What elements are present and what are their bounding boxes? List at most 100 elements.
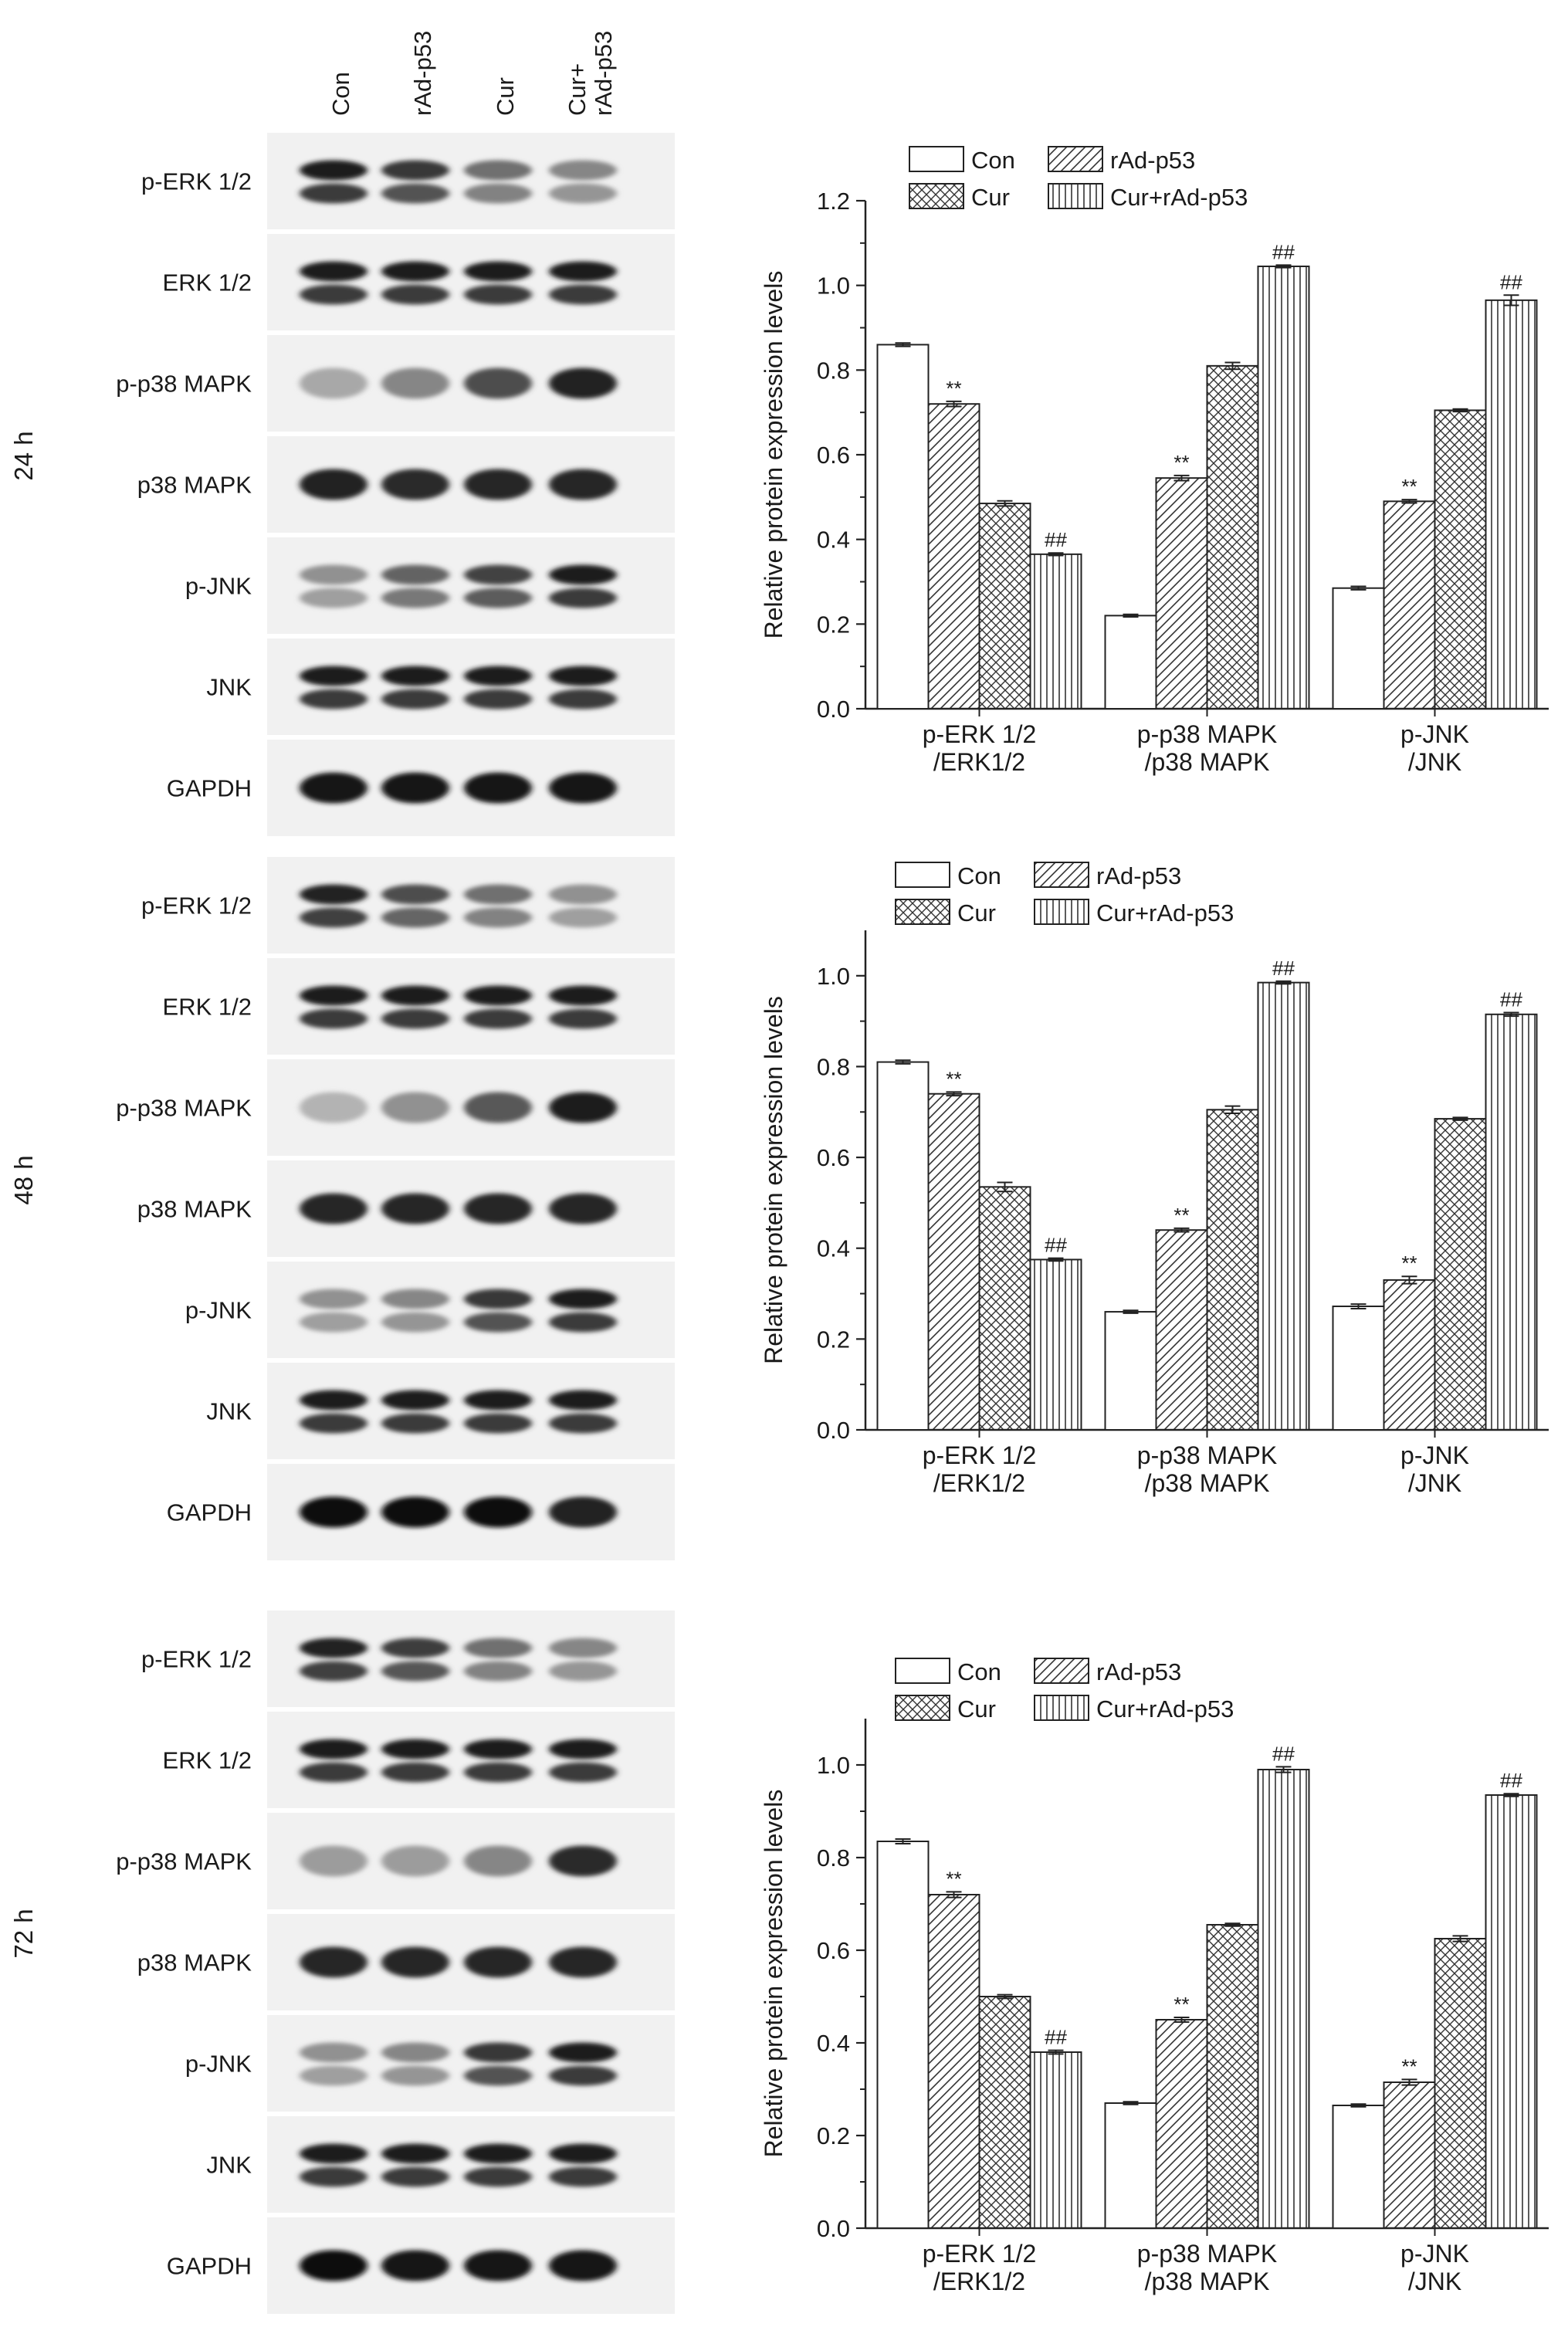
x-tick-label: p-ERK 1/2: [923, 2240, 1037, 2268]
blot-row-label: p38 MAPK: [137, 1196, 252, 1223]
lane-label-text: Cur: [492, 77, 519, 116]
y-tick-label: 0.4: [817, 1235, 850, 1262]
bar-Cur: [978, 1996, 1031, 2229]
blot-row: GAPDH: [167, 740, 675, 836]
lane-label-0: Con: [327, 72, 354, 116]
blot-band: [549, 1413, 617, 1434]
blot-band: [300, 1193, 367, 1224]
blot-band: [464, 588, 532, 608]
blot-row-label: ERK 1/2: [163, 994, 252, 1021]
blot-row: JNK: [206, 638, 675, 735]
x-tick-label: /p38 MAPK: [1145, 748, 1270, 776]
x-tick-label: p-JNK: [1400, 720, 1469, 748]
blot-row-label: JNK: [206, 2152, 252, 2179]
significance-mark: **: [1173, 1993, 1189, 2016]
blot-band: [549, 564, 617, 585]
blot-band: [464, 666, 532, 686]
bar-chart-1: 0.0 0.2 0.4 0.6 0.8 1.0 Relative protein expre…: [760, 862, 1549, 1497]
y-tick-label: 0.0: [817, 696, 850, 723]
blot-band: [549, 772, 617, 804]
blot-band: [464, 1008, 532, 1029]
bar-chart-0: 0.0 0.2 0.4 0.6 0.8 1.0 1.2 Relative protein ex…: [760, 146, 1549, 776]
lane-label-text: rAd-p53: [590, 31, 617, 116]
bar-Cur+rAd-p53: [1257, 265, 1310, 710]
legend-item-0: Con: [895, 862, 1001, 889]
y-tick-label: 1.0: [817, 963, 850, 990]
significance-mark: ##: [1272, 1742, 1295, 1765]
blot-band: [381, 2166, 449, 2187]
x-tick-label: /p38 MAPK: [1145, 2268, 1270, 2295]
legend-swatch: [895, 899, 950, 925]
blot-band: [300, 1496, 367, 1528]
legend-item-1: rAd-p53: [1034, 862, 1181, 889]
y-axis-label: Relative protein expression levels: [760, 271, 787, 639]
blot-band: [464, 2065, 532, 2086]
bar-Cur: [1206, 1924, 1259, 2229]
legend-label: Cur+rAd-p53: [1096, 899, 1234, 926]
significance-mark: **: [1401, 2054, 1417, 2078]
legend-item-0: Con: [895, 1658, 1001, 1685]
time-label: 48 h: [9, 1155, 38, 1204]
blot-band: [464, 1413, 532, 1434]
legend-swatch: [895, 1695, 950, 1721]
blot-strip: [267, 234, 675, 330]
bar-Cur: [1434, 1118, 1487, 1431]
bar-rAd-p53: [927, 1092, 980, 1431]
bar-Cur+rAd-p53: [1029, 1258, 1082, 1431]
y-tick-label: 0.8: [817, 1844, 850, 1871]
blot-row-label: p-ERK 1/2: [141, 893, 252, 920]
y-tick-label: 1.0: [817, 1752, 850, 1779]
y-tick-label: 0.0: [817, 1417, 850, 1444]
blot-band: [300, 183, 367, 204]
significance-mark: **: [1401, 475, 1417, 498]
blot-band: [549, 2065, 617, 2086]
significance-mark: **: [946, 377, 961, 400]
blot-row: p-JNK: [185, 1262, 675, 1358]
y-tick-label: 0.4: [817, 527, 850, 554]
blot-band: [464, 1661, 532, 1682]
blot-row: p-ERK 1/2: [141, 857, 675, 953]
blot-band: [300, 588, 367, 608]
blot-band: [464, 1092, 532, 1123]
blot-band: [549, 1845, 617, 1877]
legend-swatch: [1034, 862, 1089, 888]
blot-band: [464, 985, 532, 1006]
blot-band: [549, 183, 617, 204]
bar-Con: [1104, 2102, 1157, 2229]
blot-band: [381, 1638, 449, 1658]
bar-Con: [1332, 587, 1385, 710]
blot-row: ERK 1/2: [163, 1712, 675, 1808]
significance-mark: ##: [1500, 270, 1522, 293]
blot-band: [464, 2250, 532, 2281]
legend-swatch: [895, 1658, 950, 1684]
blot-band: [300, 1661, 367, 1682]
legend-label: rAd-p53: [1110, 147, 1195, 174]
blot-row: GAPDH: [167, 2217, 675, 2314]
blot-band: [300, 2065, 367, 2086]
bar-Cur: [1206, 364, 1259, 710]
legend-label: rAd-p53: [1096, 862, 1181, 889]
blot-band: [549, 1946, 617, 1978]
significance-mark: ##: [1045, 2026, 1067, 2049]
blot-row-label: p-JNK: [185, 2051, 252, 2078]
blot-row: p-ERK 1/2: [141, 1611, 675, 1707]
blot-band: [381, 1762, 449, 1783]
blot-band: [300, 368, 367, 399]
blot-strip: [267, 133, 675, 229]
legend-label: Cur: [957, 1695, 996, 1722]
blot-band: [464, 368, 532, 399]
blot-band: [381, 1390, 449, 1411]
y-tick-label: 0.6: [817, 1937, 850, 1964]
time-label: 24 h: [9, 431, 38, 480]
significance-mark: **: [1173, 1204, 1189, 1227]
legend-item-3: Cur+rAd-p53: [1048, 183, 1248, 211]
y-tick-label: 0.0: [817, 2215, 850, 2242]
bar-Cur+rAd-p53: [1029, 2051, 1082, 2229]
blot-band: [300, 2042, 367, 2063]
blot-row: p-p38 MAPK: [116, 1059, 675, 1156]
legend-swatch: [909, 146, 964, 172]
blot-band: [300, 689, 367, 710]
y-tick-label: 0.8: [817, 357, 850, 384]
y-axis-label-text: Relative protein expression levels: [760, 271, 787, 639]
blot-band: [381, 588, 449, 608]
